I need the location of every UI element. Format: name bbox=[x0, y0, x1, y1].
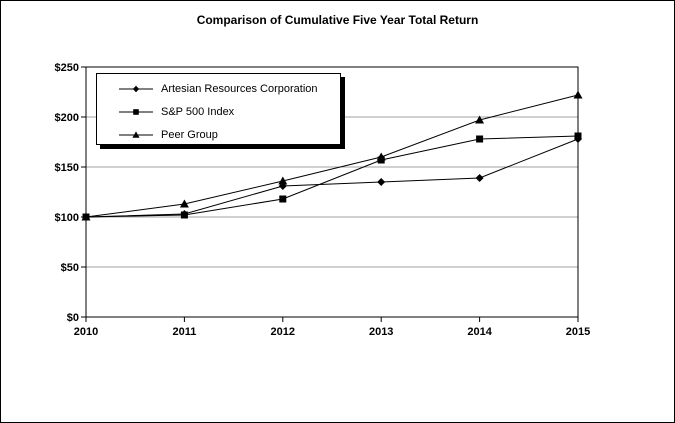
y-tick-label: $0 bbox=[67, 312, 79, 324]
plot-border bbox=[85, 66, 579, 318]
diamond-marker-icon bbox=[377, 178, 386, 186]
y-tick-label: $200 bbox=[55, 112, 79, 124]
legend-label: S&P 500 Index bbox=[161, 105, 235, 118]
series-line bbox=[85, 138, 579, 218]
triangle-marker-icon bbox=[81, 212, 91, 221]
x-tick-label: 2011 bbox=[172, 326, 196, 338]
series-triangle bbox=[81, 90, 583, 221]
y-tick-label: $100 bbox=[55, 212, 79, 224]
triangle-marker-icon bbox=[132, 130, 140, 138]
triangle-marker-icon bbox=[376, 152, 386, 161]
x-tick-label: 2012 bbox=[271, 326, 295, 338]
y-tick-label: $150 bbox=[55, 162, 79, 174]
legend-label: Peer Group bbox=[161, 128, 218, 141]
x-tick-label: 2010 bbox=[74, 326, 98, 338]
y-tick-label: $50 bbox=[61, 262, 79, 274]
legend-item: Artesian Resources Corporation bbox=[97, 77, 340, 100]
series-line bbox=[85, 94, 579, 218]
square-marker-icon bbox=[574, 132, 582, 140]
chart-title: Comparison of Cumulative Five Year Total… bbox=[196, 13, 479, 27]
x-tick-label: 2014 bbox=[467, 326, 492, 338]
square-marker-icon bbox=[119, 108, 153, 115]
square-marker-icon bbox=[133, 108, 139, 115]
triangle-marker-icon bbox=[179, 199, 189, 208]
y-tick-label: $250 bbox=[55, 62, 79, 74]
square-marker-icon bbox=[476, 135, 484, 143]
square-marker-icon bbox=[279, 195, 287, 203]
legend-item: S&P 500 Index bbox=[97, 100, 340, 123]
x-tick-label: 2015 bbox=[566, 326, 590, 338]
legend: Artesian Resources Corporation S&P 500 In… bbox=[96, 73, 341, 145]
x-tick-label: 2013 bbox=[369, 326, 393, 338]
triangle-marker-icon bbox=[475, 115, 485, 124]
legend-label: Artesian Resources Corporation bbox=[161, 82, 318, 95]
series-line bbox=[85, 135, 579, 218]
legend-item: Peer Group bbox=[97, 123, 340, 146]
triangle-marker-icon bbox=[278, 176, 288, 185]
diamond-marker-icon bbox=[475, 174, 484, 182]
triangle-marker-icon bbox=[119, 130, 153, 138]
triangle-marker-icon bbox=[573, 90, 583, 99]
diamond-marker-icon bbox=[132, 85, 140, 92]
diamond-marker-icon bbox=[119, 85, 153, 92]
square-marker-icon bbox=[180, 211, 188, 219]
